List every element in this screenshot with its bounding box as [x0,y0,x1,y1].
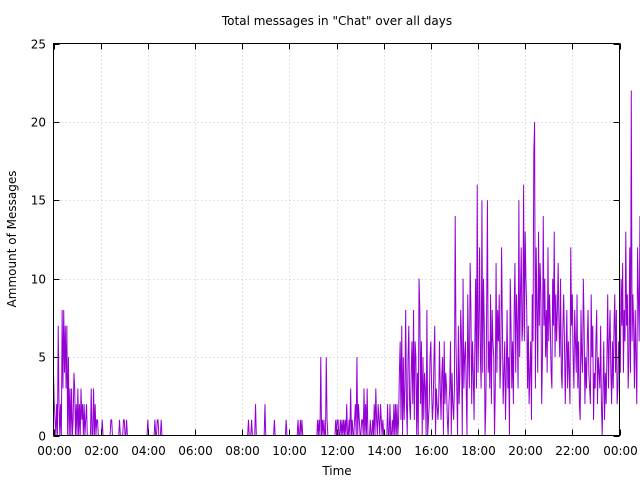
x-tick-label: 00:00 [603,444,638,458]
x-tick-label: 10:00 [272,444,307,458]
y-tick-label: 15 [31,194,46,208]
x-tick-label: 12:00 [320,444,355,458]
x-tick-label: 20:00 [508,444,543,458]
y-tick-label: 10 [31,273,46,287]
y-tick-label: 20 [31,116,46,130]
x-tick-label: 08:00 [225,444,260,458]
series-line [53,90,640,436]
y-tick-label: 5 [38,351,46,365]
y-tick-label: 25 [31,38,46,52]
y-tick-label: 0 [38,430,46,444]
x-tick-label: 02:00 [84,444,119,458]
x-axis-title: Time [321,464,351,478]
x-tick-label: 14:00 [367,444,402,458]
plot-frame [53,43,620,436]
axis-ticks: 00:00 02:00 04:00 06:00 08:00 10:00 12:00 14:00… [31,38,638,459]
chart-title: Total messages in "Chat" over all days [221,14,452,28]
x-tick-label: 06:00 [178,444,213,458]
x-tick-label: 00:00 [37,444,72,458]
x-tick-label: 16:00 [414,444,449,458]
x-tick-label: 22:00 [555,444,590,458]
x-tick-label: 18:00 [461,444,496,458]
y-axis-title: Ammount of Messages [5,171,19,308]
x-tick-label: 04:00 [131,444,166,458]
series-layer [53,90,640,436]
